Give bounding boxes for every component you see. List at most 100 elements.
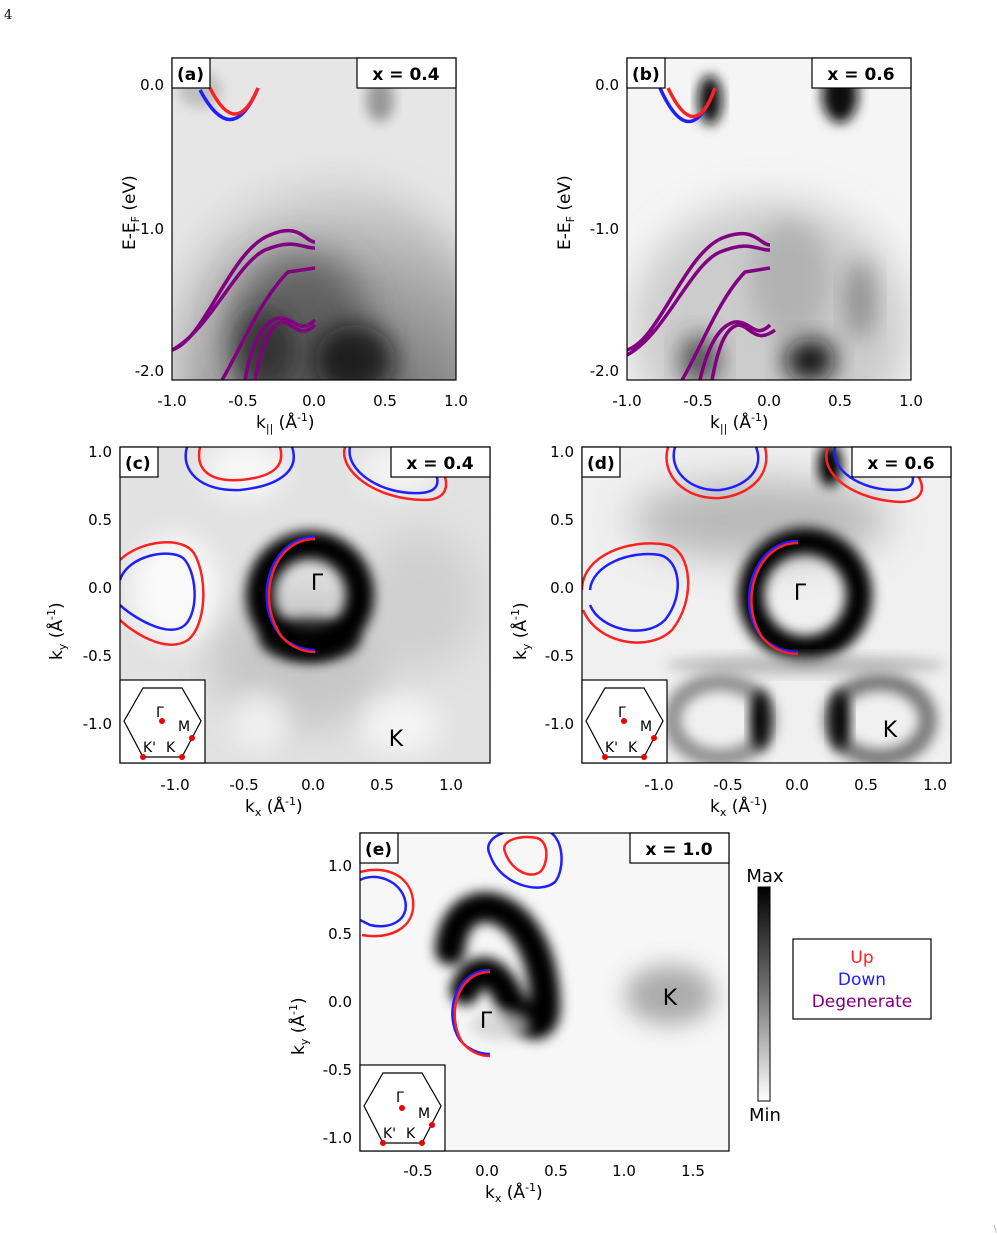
panel-d-axes: -1.0 -0.5 0.0 0.5 1.0 1.0 0.5 0.0 -0.5 -… — [509, 443, 947, 819]
panel-e-bz-inset: Γ M K' K — [359, 1064, 446, 1152]
fs-d-up-3 — [582, 542, 690, 644]
bz-m-label: M — [640, 719, 652, 735]
panel-d-ytick: -1.0 — [545, 715, 574, 733]
bz-kprime-label: K' — [605, 740, 618, 756]
band-a-deg-5 — [253, 320, 317, 380]
panel-b-label: (b) — [632, 65, 660, 85]
panel-e-axes: -0.5 0.0 0.5 1.0 1.5 1.0 0.5 0.0 -0.5 -1… — [287, 857, 705, 1205]
panel-e-xtick: 0.0 — [475, 1162, 499, 1180]
bz-k-label: K — [628, 740, 638, 756]
panel-e-xtick: 1.0 — [612, 1162, 636, 1180]
panel-c-ytick: -0.5 — [83, 647, 112, 665]
panel-b-ylabel: E-EF (eV) — [555, 175, 577, 250]
panel-c-ytick: 0.0 — [88, 579, 112, 597]
corner-mark: \ — [993, 1224, 997, 1235]
panel-e-gamma-point: Γ — [480, 1009, 493, 1034]
panel-a-intensity — [172, 58, 456, 380]
panel-d-xtick: 0.5 — [854, 776, 878, 794]
band-b-deg-5 — [710, 323, 777, 380]
panel-a-axes: -1.0 -0.5 0.0 0.5 1.0 0.0 -1.0 -2.0 k|| … — [120, 76, 468, 435]
fs-e-gamma-up — [453, 970, 491, 1058]
panel-c: Γ K (c) x = 0.4 Γ M K' K -1.0 -0.5 0.0 0… — [45, 443, 491, 819]
panel-a-ytick: 0.0 — [140, 76, 164, 94]
panel-a-xlabel: k|| (Å-1) — [256, 411, 315, 435]
colorbar-min: Min — [749, 1105, 781, 1126]
panel-e-xlabel: kx (Å-1) — [485, 1181, 543, 1205]
fs-d-up-2 — [825, 447, 924, 504]
fs-d-down-1 — [672, 447, 760, 492]
legend-degenerate: Degenerate — [812, 992, 913, 1012]
panel-d-xtick: 0.0 — [785, 776, 809, 794]
panel-b-xtick: -1.0 — [612, 392, 641, 410]
fs-e-down-1 — [487, 833, 563, 889]
panel-c-tag: x = 0.4 — [406, 454, 473, 474]
panel-a-ytick: -2.0 — [135, 362, 164, 380]
fs-d-gamma-up — [750, 541, 799, 656]
panel-c-xtick: -0.5 — [229, 776, 258, 794]
bz-kprime-label: K' — [383, 1126, 396, 1142]
fs-d-gamma-down — [747, 539, 799, 654]
panel-e-ytick: 0.0 — [328, 993, 352, 1011]
band-a-up — [208, 87, 260, 116]
panel-b-intensity — [627, 58, 911, 380]
bz-k-label: K — [166, 740, 176, 756]
panel-c-ytick: 1.0 — [88, 443, 112, 461]
spin-legend: Up Down Degenerate — [792, 938, 932, 1020]
panel-b: (b) x = 0.6 -1.0 -0.5 0.0 0.5 1.0 0.0 -1… — [555, 57, 923, 435]
panel-a-tag-box — [356, 57, 457, 89]
fs-e-up-2 — [360, 868, 415, 938]
panel-d-xlabel: kx (Å-1) — [710, 795, 768, 819]
bz-gamma-label: Γ — [618, 705, 626, 721]
panel-c-axes: -1.0 -0.5 0.0 0.5 1.0 1.0 0.5 0.0 -0.5 -… — [45, 443, 463, 819]
colorbar-max: Max — [746, 866, 784, 887]
panel-a-xtick: 1.0 — [444, 392, 468, 410]
panel-a-xtick: -1.0 — [157, 392, 186, 410]
fs-c-up-3 — [120, 541, 205, 646]
panel-c-bz-inset: Γ M K' K — [119, 679, 206, 764]
panel-d-tag: x = 0.6 — [867, 454, 934, 474]
panel-c-xtick: 0.5 — [370, 776, 394, 794]
panel-c-ytick: -1.0 — [83, 715, 112, 733]
fs-e-down-2 — [360, 875, 407, 928]
legend-up: Up — [850, 948, 873, 968]
panel-b-xtick: 1.0 — [899, 392, 923, 410]
panel-b-ytick: -1.0 — [590, 220, 619, 238]
legend-down: Down — [838, 970, 886, 990]
panel-c-gamma-point: Γ — [311, 571, 324, 596]
panel-a-xtick: 0.0 — [302, 392, 326, 410]
panel-b-ytick: -2.0 — [590, 362, 619, 380]
panel-d-ytick: 0.0 — [550, 579, 574, 597]
panel-a-xtick: 0.5 — [373, 392, 397, 410]
panel-b-xlabel: k|| (Å-1) — [710, 411, 769, 435]
panel-d-label: (d) — [587, 454, 615, 474]
band-b-deg-1 — [627, 231, 771, 352]
panel-a-label: (a) — [177, 65, 204, 85]
panel-a: (a) x = 0.4 -1.0 -0.5 0.0 0.5 1.0 0.0 -1… — [120, 57, 468, 435]
panel-d-ytick: -0.5 — [545, 647, 574, 665]
page-number: 4 — [4, 8, 13, 23]
panel-c-xtick: -1.0 — [160, 776, 189, 794]
panel-e-ytick: -1.0 — [323, 1129, 352, 1147]
panel-b-tag: x = 0.6 — [827, 65, 894, 85]
bz-gamma-label: Γ — [156, 705, 164, 721]
panel-e-ylabel: ky (Å-1) — [287, 997, 311, 1055]
band-b-deg-3 — [680, 266, 771, 380]
bz-gamma-label: Γ — [396, 1090, 404, 1106]
fs-c-gamma-down — [265, 535, 316, 652]
fs-c-down-3 — [120, 552, 196, 631]
band-b-deg-4 — [698, 320, 772, 380]
panel-e-xtick: -0.5 — [403, 1162, 432, 1180]
panel-b-xtick: 0.0 — [757, 392, 781, 410]
panel-c-xlabel: kx (Å-1) — [245, 795, 303, 819]
band-a-deg-3 — [220, 266, 316, 380]
panel-d-bz-inset: Γ M K' K — [581, 679, 668, 764]
panel-a-ylabel: E-EF (eV) — [120, 175, 142, 250]
panel-c-ylabel: ky (Å-1) — [45, 602, 69, 660]
panel-d-ytick: 1.0 — [550, 443, 574, 461]
panel-e-ytick: 1.0 — [328, 857, 352, 875]
panel-d: Γ K (d) x = 0.6 Γ M K' K -1.0 -0.5 0.0 0… — [509, 443, 952, 819]
panel-c-xtick: 0.0 — [301, 776, 325, 794]
fs-c-gamma-up — [267, 537, 316, 654]
panel-d-gamma-point: Γ — [794, 581, 807, 606]
fs-e-up-1 — [503, 835, 548, 876]
